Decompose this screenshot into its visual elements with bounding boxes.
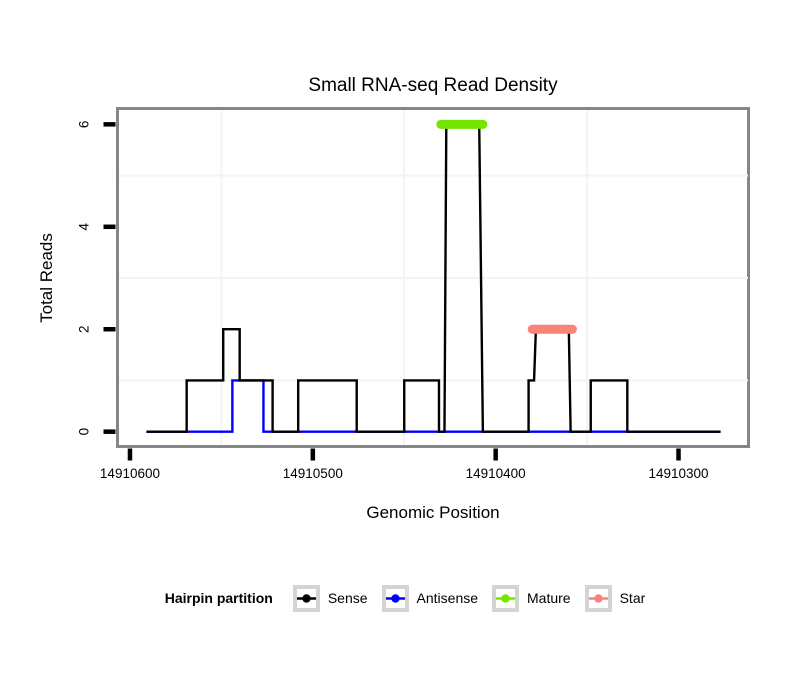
plot-svg: Small RNA-seq Read Density 14910600 1491… [37,75,750,522]
legend-item-sense: Sense [292,584,368,612]
x-tick-label: 14910400 [466,466,526,481]
line-with-dot-icon [588,593,608,603]
legend-item-star: Star [584,584,646,612]
line-with-dot-icon [296,593,316,603]
y-axis-title: Total Reads [37,233,56,323]
tick-marks [103,122,681,461]
legend-title: Hairpin partition [164,590,273,606]
legend-item-mature: Mature [492,584,571,612]
sense-line [146,123,721,433]
legend-label-star: Star [619,590,646,606]
legend-key-mature [492,584,520,612]
legend-key-sense [292,584,320,612]
x-axis-title: Genomic Position [366,503,499,522]
chart-title: Small RNA-seq Read Density [308,75,558,96]
y-tick-label: 2 [77,325,92,333]
legend-key-star [584,584,612,612]
y-tick-label: 4 [77,223,92,231]
legend-label-mature: Mature [527,590,571,606]
legend-key-antisense [381,584,409,612]
line-with-dot-icon [496,593,516,603]
legend-label-antisense: Antisense [416,590,479,606]
x-tick-label: 14910600 [100,466,160,481]
x-tick-label: 14910500 [283,466,343,481]
legend: Hairpin partition Sense Antisense [0,582,810,614]
legend-item-antisense: Antisense [381,584,479,612]
line-with-dot-icon [385,593,405,603]
series-lines [146,119,721,433]
y-tick-label: 6 [77,121,92,129]
legend-label-sense: Sense [327,590,368,606]
y-tick-label: 0 [77,428,92,436]
x-tick-label: 14910300 [648,466,708,481]
